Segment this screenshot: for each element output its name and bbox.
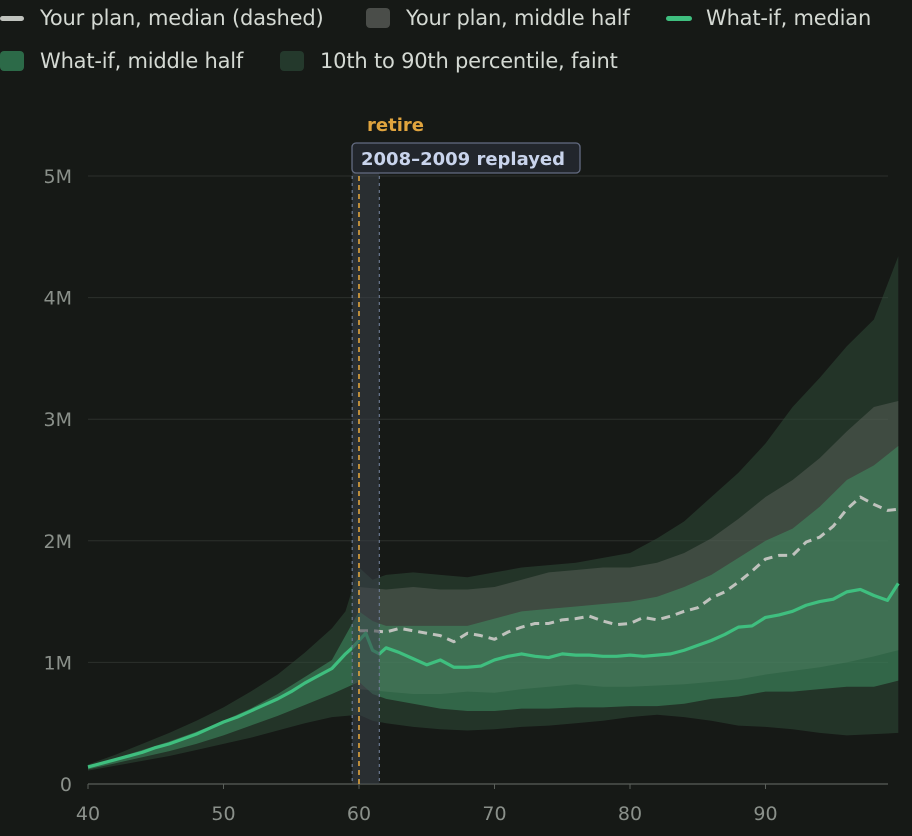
line-your-plan-median: [359, 495, 899, 644]
y-tick-label: 5M: [44, 166, 72, 188]
x-tick-label: 80: [618, 803, 642, 825]
line-what-if-median: [87, 582, 900, 769]
legend-item-your-plan-middle-half[interactable]: Your plan, middle half: [366, 0, 630, 36]
legend-label: Your plan, median (dashed): [40, 6, 324, 30]
y-tick-label: 2M: [44, 531, 72, 553]
legend-item-your-plan-median[interactable]: Your plan, median (dashed): [0, 0, 324, 36]
x-tick-label: 90: [753, 803, 777, 825]
replay-label-box: [351, 142, 581, 174]
legend-label: 10th to 90th percentile, faint: [320, 49, 618, 73]
faint-box-swatch-icon: [280, 51, 304, 71]
legend-label: Your plan, middle half: [406, 6, 630, 30]
legend-item-what-if-median[interactable]: What-if, median: [666, 0, 871, 36]
legend-item-what-if-middle-half[interactable]: What-if, middle half: [0, 43, 243, 79]
x-tick-label: 60: [347, 803, 371, 825]
green-line-swatch-icon: [666, 15, 692, 21]
dashed-line-swatch-icon: [0, 15, 24, 21]
gray-box-swatch-icon: [366, 8, 390, 28]
y-tick-label: 3M: [44, 409, 72, 431]
bands: [88, 256, 899, 771]
green-box-swatch-icon: [0, 51, 24, 71]
legend-item-percentile-band[interactable]: 10th to 90th percentile, faint: [280, 43, 618, 79]
retire-label: retire: [367, 115, 424, 136]
legend-label: What-if, median: [706, 6, 872, 30]
band-what-if-middle-half: [88, 445, 899, 770]
y-tick-label: 1M: [44, 652, 72, 674]
replay-window-shade: [352, 172, 380, 784]
axes: 0 1M 2M 3M 4M 5M 40 50 60 70 80 90: [44, 166, 888, 825]
y-tick-label: 4M: [44, 288, 72, 310]
y-tick-label: 0: [60, 774, 72, 796]
x-tick-label: 40: [76, 803, 100, 825]
x-tick-label: 70: [482, 803, 506, 825]
x-tick-label: 50: [211, 803, 235, 825]
lines: [87, 495, 900, 769]
annotations: retire 2008–2009 replayed: [351, 115, 581, 784]
legend-label: What-if, middle half: [40, 49, 244, 73]
replay-label: 2008–2009 replayed: [361, 149, 565, 170]
